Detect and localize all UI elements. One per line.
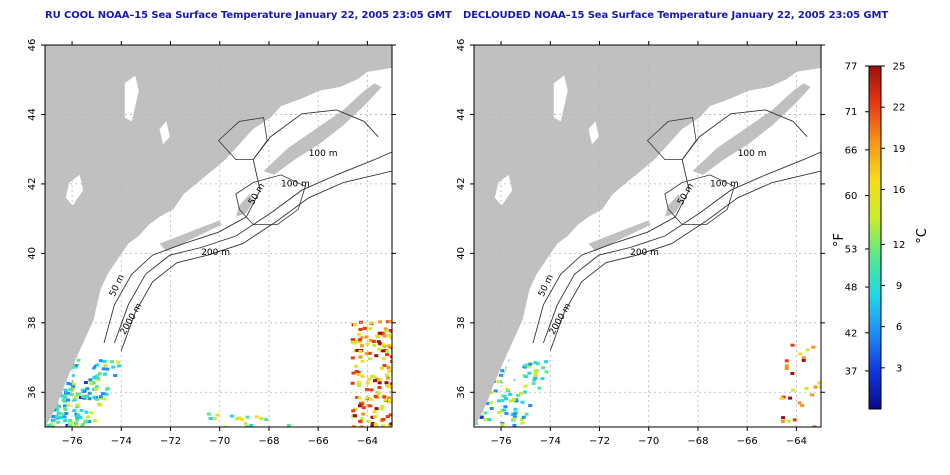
nova-scotia-land <box>692 83 811 175</box>
celsius-unit-label: °C <box>915 228 930 244</box>
cape-cod-land <box>235 194 254 217</box>
lat-tick-label: 46 <box>27 39 38 52</box>
isobath-label: 100 m <box>738 149 767 159</box>
lat-tick-label: 40 <box>456 247 467 260</box>
chesapeake-bay <box>501 327 533 389</box>
celsius-tick-label: 3 <box>896 363 902 374</box>
lat-tick-label: 44 <box>456 108 467 121</box>
lon-tick-label: −66 <box>308 436 329 447</box>
lat-tick-label: 42 <box>27 178 38 191</box>
isobath-contours <box>532 109 821 351</box>
lon-tick-label: −74 <box>540 436 561 447</box>
left-map-title: RU COOL NOAA–15 Sea Surface Temperature … <box>45 10 452 21</box>
colorbar-ramp <box>868 65 882 410</box>
long-island-land <box>159 220 222 252</box>
fahrenheit-tick-label: 77 <box>845 62 858 73</box>
lon-tick-label: −76 <box>62 436 83 447</box>
lat-tick-label: 42 <box>456 178 467 191</box>
nova-scotia-land <box>263 83 382 175</box>
fahrenheit-tick-label: 37 <box>845 366 858 377</box>
lon-tick-label: −66 <box>737 436 758 447</box>
lon-tick-label: −64 <box>357 436 378 447</box>
lake <box>494 174 513 206</box>
fahrenheit-unit-label: °F <box>832 233 847 247</box>
land-mass <box>45 45 392 427</box>
isobath-contours <box>103 109 392 351</box>
lon-tick-label: −72 <box>160 436 181 447</box>
lon-tick-label: −72 <box>589 436 610 447</box>
fahrenheit-tick-label: 53 <box>845 244 858 255</box>
lat-tick-label: 44 <box>27 108 38 121</box>
celsius-tick-label: 9 <box>896 281 902 292</box>
map-frame <box>473 44 822 428</box>
celsius-tick-label: 6 <box>896 322 902 333</box>
fahrenheit-tick-label: 60 <box>845 191 858 202</box>
celsius-tick-label: 22 <box>893 103 906 114</box>
celsius-tick-label: 25 <box>893 62 906 73</box>
colorbar: 25 22 19 16 12 9 6 3 77 71 66 60 53 48 42 37 °F °C <box>832 62 930 410</box>
lon-tick-label: −76 <box>491 436 512 447</box>
lon-tick-label: −74 <box>111 436 132 447</box>
celsius-tick-label: 16 <box>893 185 906 196</box>
lake <box>159 121 170 145</box>
lake <box>65 174 84 206</box>
isobath-label: 200 m <box>630 248 659 258</box>
fahrenheit-tick-label: 42 <box>845 328 858 339</box>
lat-tick-label: 40 <box>27 247 38 260</box>
long-island-land <box>588 220 651 252</box>
map-grid <box>474 45 821 427</box>
lat-tick-label: 38 <box>456 316 467 329</box>
lake <box>588 121 599 145</box>
lat-tick-label: 46 <box>456 39 467 52</box>
fahrenheit-tick-label: 66 <box>845 145 858 156</box>
lon-tick-label: −64 <box>786 436 807 447</box>
map-frame <box>44 44 393 428</box>
right-map-title: DECLOUDED NOAA–15 Sea Surface Temperatur… <box>463 10 889 21</box>
fahrenheit-tick-label: 48 <box>845 283 858 294</box>
lat-tick-label: 36 <box>27 386 38 399</box>
isobath-label: 100 m <box>710 179 739 189</box>
isobath-label: 100 m <box>281 179 310 189</box>
isobath-label: 200 m <box>201 248 230 258</box>
celsius-tick-label: 12 <box>893 240 906 251</box>
land-mass <box>474 45 821 427</box>
chesapeake-bay <box>72 327 104 389</box>
cape-cod-land <box>664 194 683 217</box>
lon-tick-label: −70 <box>638 436 659 447</box>
lat-tick-label: 38 <box>27 316 38 329</box>
lon-tick-label: −68 <box>687 436 708 447</box>
lon-tick-label: −68 <box>258 436 279 447</box>
lake <box>553 75 568 122</box>
isobath-label: 100 m <box>309 149 338 159</box>
fahrenheit-tick-label: 71 <box>845 107 858 118</box>
celsius-tick-label: 19 <box>893 144 906 155</box>
map-grid <box>45 45 392 427</box>
lon-tick-label: −70 <box>209 436 230 447</box>
lat-tick-label: 36 <box>456 386 467 399</box>
lake <box>124 75 139 122</box>
